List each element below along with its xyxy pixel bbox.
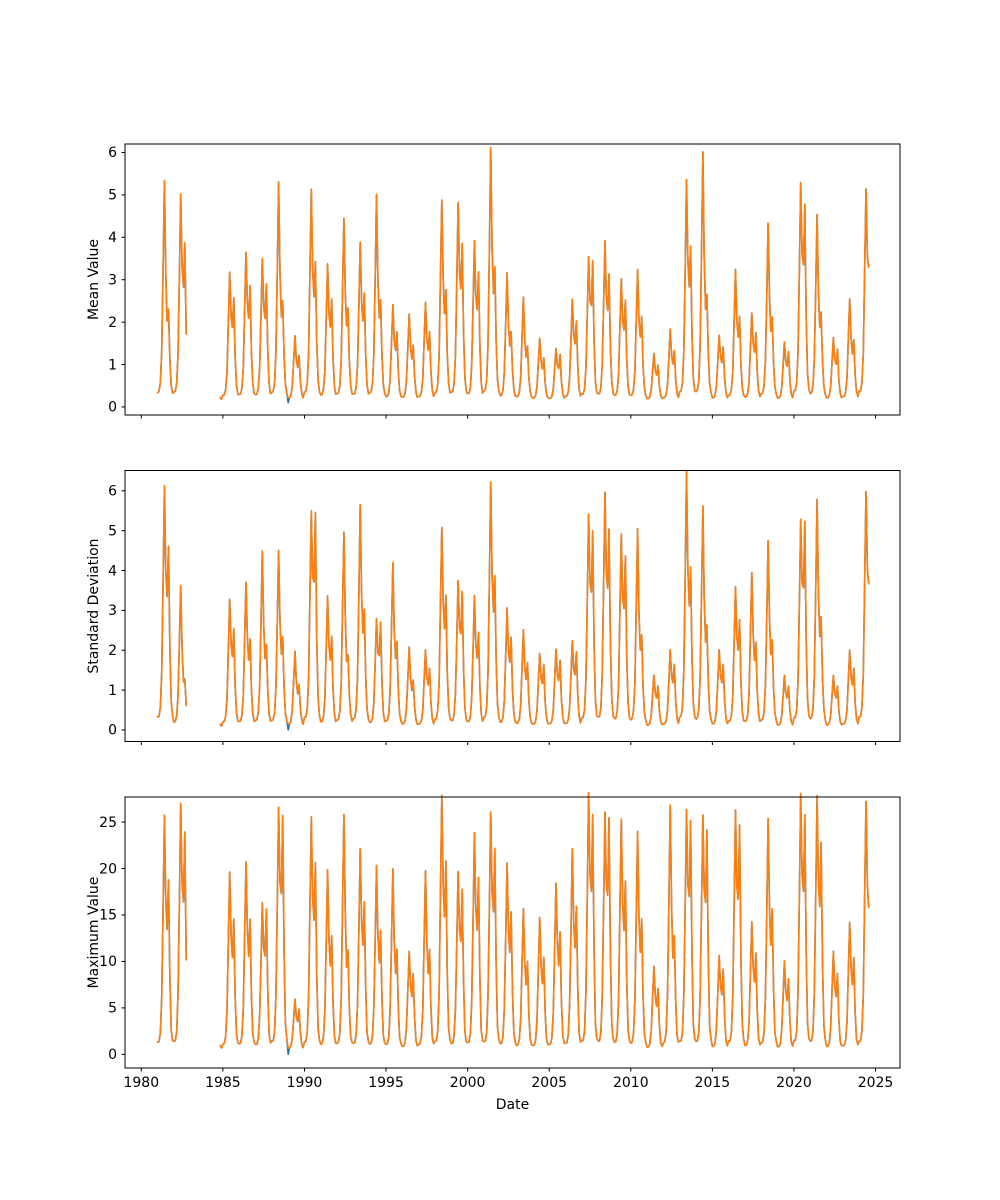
std-ytick-label: 6 [108, 484, 117, 500]
x-tick-label: 1980 [123, 1075, 159, 1091]
max-ytick-label: 20 [99, 861, 117, 877]
max-series-1-line [156, 791, 870, 1049]
max-ytick-label: 15 [99, 908, 117, 924]
std-ytick-label: 4 [108, 563, 117, 579]
max-axes-frame [124, 796, 901, 1069]
std-ylabel: Standard Deviation [86, 538, 102, 673]
x-axis-label: Date [496, 1097, 529, 1113]
max-ytick-label: 0 [108, 1047, 117, 1063]
x-tick-label: 2005 [531, 1075, 567, 1091]
max-ytick-label: 5 [108, 1001, 117, 1017]
mean-ytick-label: 5 [108, 188, 117, 204]
std-ytick-label: 5 [108, 523, 117, 539]
mean-series-0-line [156, 146, 870, 404]
mean-ytick-label: 2 [108, 315, 117, 331]
mean-subplot: 0 1 2 3 4 5 6 Mean Value [86, 143, 901, 419]
max-ytick-label: 10 [99, 954, 117, 970]
std-series-1-line [156, 470, 870, 727]
mean-ytick-label: 3 [108, 272, 117, 288]
x-tick-label: 2025 [858, 1075, 894, 1091]
mean-ylabel: Mean Value [86, 239, 102, 320]
std-ytick-label: 0 [108, 723, 117, 739]
max-ytick-label: 25 [99, 815, 117, 831]
std-axes-frame [124, 470, 901, 742]
mean-series-1-line [156, 146, 870, 401]
mean-ytick-label: 0 [108, 400, 117, 416]
x-tick-label: 1995 [368, 1075, 404, 1091]
x-tick-label: 2000 [450, 1075, 486, 1091]
x-tick-label: 1985 [205, 1075, 241, 1091]
x-tick-label: 1990 [287, 1075, 323, 1091]
std-subplot: 0 1 2 3 4 5 6 Standard Deviation [86, 470, 901, 745]
max-ylabel: Maximum Value [86, 877, 102, 989]
x-tick-label: 2015 [695, 1075, 731, 1091]
x-tick-label: 2010 [613, 1075, 649, 1091]
mean-ytick-label: 1 [108, 357, 117, 373]
std-ytick-label: 2 [108, 643, 117, 659]
mean-ytick-label: 6 [108, 145, 117, 161]
std-ytick-label: 3 [108, 603, 117, 619]
x-tick-label: 2020 [776, 1075, 812, 1091]
std-ytick-label: 1 [108, 683, 117, 699]
mean-ytick-label: 4 [108, 230, 117, 246]
